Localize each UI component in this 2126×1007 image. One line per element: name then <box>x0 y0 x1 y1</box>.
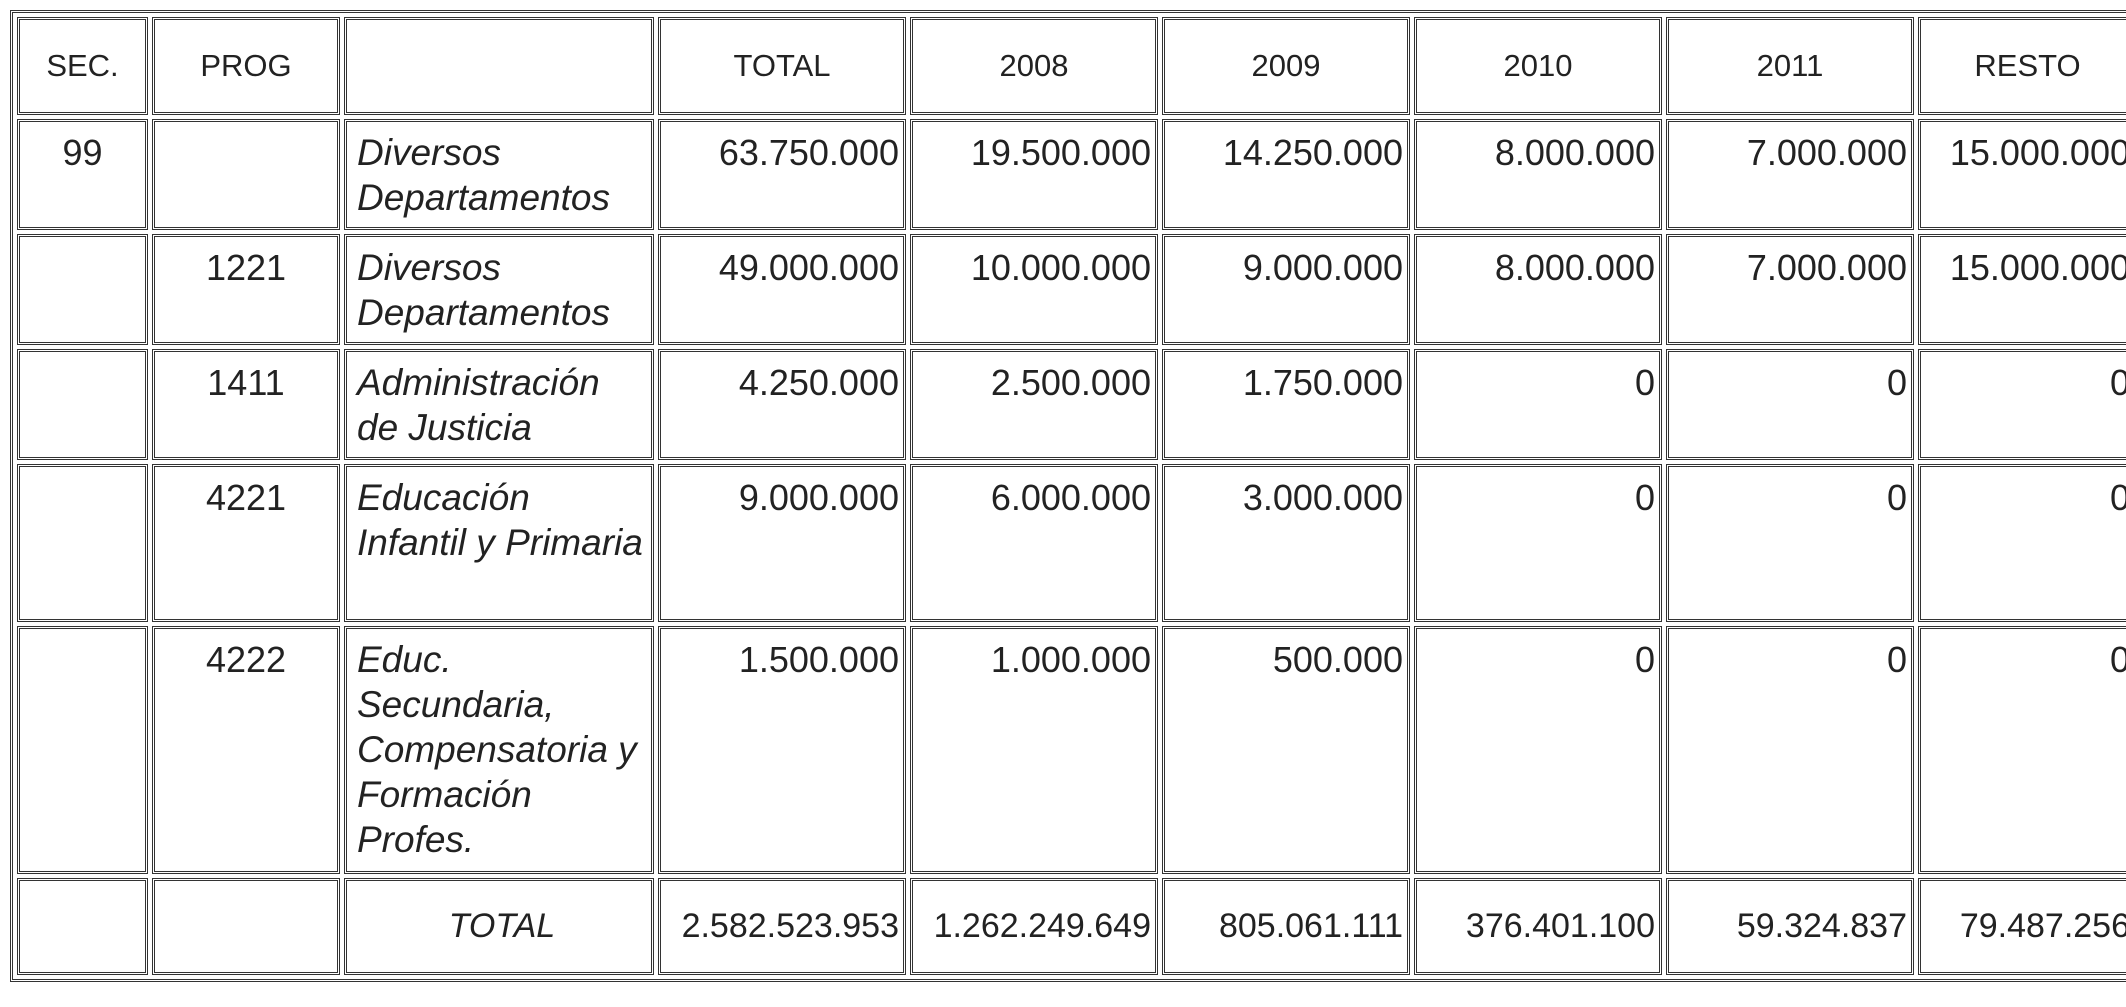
cell-description: Administración de Justicia <box>344 349 654 460</box>
cell-prog: 4221 <box>152 464 340 622</box>
cell-description: Educación Infantil y Primaria <box>344 464 654 622</box>
table-row: 1411 Administración de Justicia 4.250.00… <box>17 349 2126 460</box>
cell-prog <box>152 119 340 230</box>
cell-total: 1.500.000 <box>658 626 906 874</box>
cell-2011: 7.000.000 <box>1666 234 1914 345</box>
cell-total: 49.000.000 <box>658 234 906 345</box>
cell-2008: 1.000.000 <box>910 626 1158 874</box>
cell-resto: 15.000.000 <box>1918 119 2126 230</box>
total-label: TOTAL <box>344 878 654 975</box>
cell-2011: 0 <box>1666 464 1914 622</box>
table-row: 1221 Diversos Departamentos 49.000.000 1… <box>17 234 2126 345</box>
cell-2008: 19.500.000 <box>910 119 1158 230</box>
cell-description: Diversos Departamentos <box>344 119 654 230</box>
cell-2010: 376.401.100 <box>1414 878 1662 975</box>
header-2009: 2009 <box>1162 17 1410 115</box>
cell-2009: 3.000.000 <box>1162 464 1410 622</box>
header-row: SEC. PROG TOTAL 2008 2009 2010 2011 REST… <box>17 17 2126 115</box>
cell-resto: 15.000.000 <box>1918 234 2126 345</box>
cell-2011: 59.324.837 <box>1666 878 1914 975</box>
cell-prog: 4222 <box>152 626 340 874</box>
cell-2011: 0 <box>1666 626 1914 874</box>
cell-sec <box>17 626 148 874</box>
cell-2009: 14.250.000 <box>1162 119 1410 230</box>
cell-prog: 1411 <box>152 349 340 460</box>
cell-sec <box>17 878 148 975</box>
table-row: 4221 Educación Infantil y Primaria 9.000… <box>17 464 2126 622</box>
cell-sec <box>17 464 148 622</box>
cell-2009: 500.000 <box>1162 626 1410 874</box>
cell-2010: 0 <box>1414 626 1662 874</box>
cell-2009: 805.061.111 <box>1162 878 1410 975</box>
cell-2008: 1.262.249.649 <box>910 878 1158 975</box>
cell-total: 9.000.000 <box>658 464 906 622</box>
cell-2010: 8.000.000 <box>1414 119 1662 230</box>
header-description <box>344 17 654 115</box>
header-resto: RESTO <box>1918 17 2126 115</box>
cell-resto: 0 <box>1918 626 2126 874</box>
cell-2008: 2.500.000 <box>910 349 1158 460</box>
header-2011: 2011 <box>1666 17 1914 115</box>
cell-description: Educ. Secundaria, Compensatoria y Formac… <box>344 626 654 874</box>
cell-sec: 99 <box>17 119 148 230</box>
cell-prog <box>152 878 340 975</box>
cell-resto: 79.487.256 <box>1918 878 2126 975</box>
cell-2010: 0 <box>1414 464 1662 622</box>
table-row: 99 Diversos Departamentos 63.750.000 19.… <box>17 119 2126 230</box>
cell-2010: 8.000.000 <box>1414 234 1662 345</box>
budget-table: SEC. PROG TOTAL 2008 2009 2010 2011 REST… <box>10 10 2126 982</box>
cell-resto: 0 <box>1918 464 2126 622</box>
table-row: 4222 Educ. Secundaria, Compensatoria y F… <box>17 626 2126 874</box>
cell-sec <box>17 234 148 345</box>
cell-total: 63.750.000 <box>658 119 906 230</box>
cell-2010: 0 <box>1414 349 1662 460</box>
header-prog: PROG <box>152 17 340 115</box>
cell-2011: 7.000.000 <box>1666 119 1914 230</box>
cell-total: 4.250.000 <box>658 349 906 460</box>
cell-sec <box>17 349 148 460</box>
cell-2009: 1.750.000 <box>1162 349 1410 460</box>
header-sec: SEC. <box>17 17 148 115</box>
header-total: TOTAL <box>658 17 906 115</box>
cell-prog: 1221 <box>152 234 340 345</box>
cell-2011: 0 <box>1666 349 1914 460</box>
cell-total: 2.582.523.953 <box>658 878 906 975</box>
cell-2008: 10.000.000 <box>910 234 1158 345</box>
total-row: TOTAL 2.582.523.953 1.262.249.649 805.06… <box>17 878 2126 975</box>
cell-description: Diversos Departamentos <box>344 234 654 345</box>
cell-2008: 6.000.000 <box>910 464 1158 622</box>
cell-resto: 0 <box>1918 349 2126 460</box>
header-2010: 2010 <box>1414 17 1662 115</box>
cell-2009: 9.000.000 <box>1162 234 1410 345</box>
header-2008: 2008 <box>910 17 1158 115</box>
